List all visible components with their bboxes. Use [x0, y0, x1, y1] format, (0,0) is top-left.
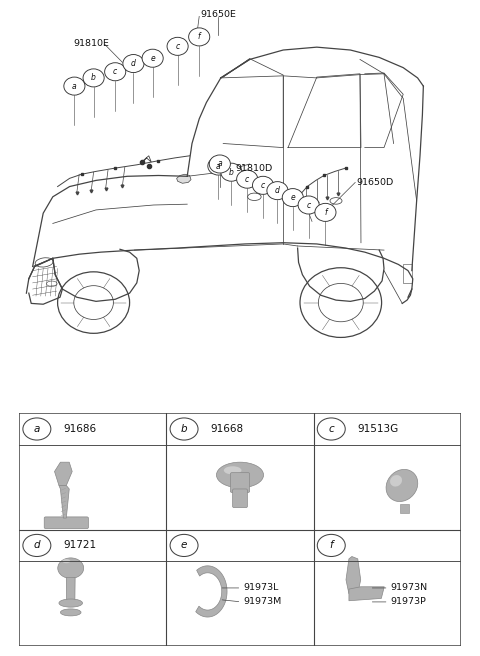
Text: 91973L: 91973L — [243, 583, 278, 592]
Text: a: a — [216, 161, 221, 171]
Circle shape — [170, 535, 198, 556]
Circle shape — [170, 418, 198, 440]
Text: b: b — [91, 73, 96, 83]
Text: d: d — [34, 541, 40, 550]
Text: 91513G: 91513G — [358, 424, 399, 434]
Polygon shape — [55, 462, 72, 485]
FancyBboxPatch shape — [233, 489, 247, 508]
Bar — [403, 264, 412, 283]
Circle shape — [315, 203, 336, 222]
Text: c: c — [245, 174, 249, 184]
Circle shape — [267, 182, 288, 199]
Circle shape — [23, 418, 51, 440]
Text: 91810E: 91810E — [73, 39, 109, 47]
Polygon shape — [400, 504, 409, 514]
Text: c: c — [261, 181, 265, 190]
Circle shape — [189, 28, 210, 46]
Text: c: c — [176, 42, 180, 51]
Circle shape — [209, 155, 230, 173]
Polygon shape — [349, 586, 384, 601]
Circle shape — [167, 37, 188, 55]
Circle shape — [317, 418, 345, 440]
Circle shape — [142, 49, 163, 68]
Circle shape — [237, 170, 258, 188]
Circle shape — [83, 69, 104, 87]
FancyBboxPatch shape — [44, 517, 88, 529]
Text: e: e — [150, 54, 155, 63]
Text: a: a — [72, 81, 77, 91]
Text: b: b — [181, 424, 187, 434]
Ellipse shape — [62, 559, 71, 564]
Text: e: e — [181, 541, 187, 550]
Text: e: e — [290, 193, 295, 202]
Ellipse shape — [386, 470, 418, 502]
Text: 91721: 91721 — [63, 541, 96, 550]
Circle shape — [252, 176, 274, 194]
Text: c: c — [113, 68, 117, 76]
Text: 91650E: 91650E — [201, 10, 236, 19]
Circle shape — [317, 535, 345, 556]
Polygon shape — [66, 577, 75, 603]
Ellipse shape — [216, 462, 264, 488]
Polygon shape — [59, 485, 69, 518]
Polygon shape — [177, 174, 191, 183]
Ellipse shape — [60, 609, 81, 616]
Ellipse shape — [224, 466, 241, 474]
Text: f: f — [329, 541, 333, 550]
Circle shape — [64, 77, 85, 95]
Circle shape — [23, 535, 51, 556]
Text: f: f — [198, 32, 201, 41]
Text: a: a — [217, 159, 222, 169]
Text: 91650D: 91650D — [356, 178, 394, 187]
Text: 91973N: 91973N — [390, 583, 427, 592]
Circle shape — [208, 157, 229, 175]
Text: b: b — [229, 168, 234, 176]
Text: f: f — [324, 208, 327, 217]
Text: d: d — [275, 186, 280, 195]
Text: 91686: 91686 — [63, 424, 96, 434]
Ellipse shape — [59, 599, 83, 607]
Text: c: c — [307, 201, 311, 209]
Polygon shape — [346, 556, 360, 594]
Circle shape — [221, 163, 242, 181]
Ellipse shape — [390, 475, 402, 487]
Circle shape — [123, 54, 144, 73]
Polygon shape — [196, 566, 227, 617]
Text: a: a — [34, 424, 40, 434]
Text: 91973P: 91973P — [390, 598, 426, 606]
Text: c: c — [328, 424, 334, 434]
Circle shape — [58, 558, 84, 579]
Text: 91668: 91668 — [211, 424, 244, 434]
FancyBboxPatch shape — [230, 473, 250, 493]
Circle shape — [105, 63, 126, 81]
Text: 91810D: 91810D — [235, 163, 273, 173]
Circle shape — [298, 196, 319, 214]
Circle shape — [282, 189, 303, 207]
Text: 91973M: 91973M — [243, 598, 281, 606]
Text: d: d — [131, 59, 136, 68]
